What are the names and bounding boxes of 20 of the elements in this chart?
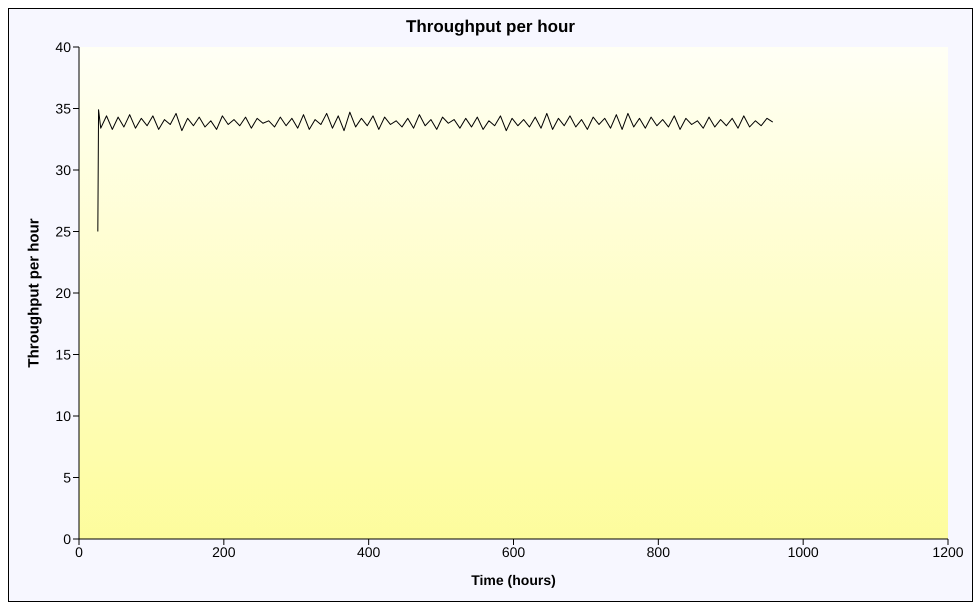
y-tick-label: 0 bbox=[63, 530, 72, 547]
y-tick-label: 5 bbox=[63, 469, 72, 486]
y-tick-label: 25 bbox=[55, 223, 72, 240]
x-tick-label: 200 bbox=[212, 544, 236, 560]
x-tick-label: 1200 bbox=[932, 544, 964, 560]
x-tick-label: 800 bbox=[646, 544, 670, 560]
y-tick-label: 35 bbox=[55, 100, 72, 116]
x-tick-label: 1000 bbox=[788, 544, 819, 560]
x-axis-title: Time (hours) bbox=[471, 572, 556, 588]
x-tick-label: 400 bbox=[356, 544, 381, 560]
y-tick-label: 10 bbox=[55, 408, 72, 424]
y-tick-label: 15 bbox=[55, 346, 72, 362]
x-tick-label: 0 bbox=[75, 544, 84, 560]
y-tick-label: 30 bbox=[55, 162, 72, 178]
y-tick-label: 40 bbox=[55, 38, 72, 55]
line-series bbox=[97, 109, 774, 232]
y-axis-title: Throughput per hour bbox=[25, 218, 42, 368]
y-tick-label: 20 bbox=[55, 284, 72, 301]
chart-title: Throughput per hour bbox=[406, 17, 576, 36]
x-tick-label: 600 bbox=[502, 544, 526, 560]
